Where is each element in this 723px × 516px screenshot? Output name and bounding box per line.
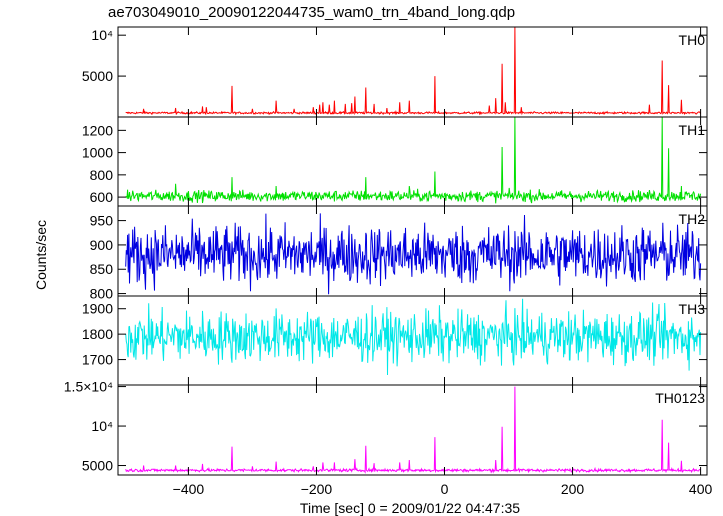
y-tick-label: 10⁴	[91, 27, 113, 43]
y-tick-label: 1.5×10⁴	[64, 379, 113, 395]
x-tick-label: 400	[689, 481, 713, 497]
panel-th1: 600 800 1000 1200 TH1	[82, 116, 708, 207]
x-tick-label: 200	[561, 481, 585, 497]
panel-th3: 1700 1800 1900 TH3	[82, 295, 708, 386]
y-tick-label: 950	[90, 213, 114, 229]
panel-frame	[117, 26, 708, 118]
panel-label-th0: TH0	[679, 32, 706, 48]
panel-frame	[117, 384, 708, 476]
series-line-th0	[125, 26, 702, 116]
x-tick-label: −400	[173, 481, 205, 497]
y-tick-label: 850	[90, 261, 114, 277]
y-tick-label: 600	[90, 189, 114, 205]
y-tick-label: 1800	[82, 326, 113, 342]
y-tick-label: 5000	[82, 458, 113, 474]
y-axis-label: Counts/sec	[33, 220, 49, 290]
y-tick-label: 800	[90, 286, 114, 302]
x-axis-label: Time [sec] 0 = 2009/01/22 04:47:35	[300, 500, 520, 516]
panel-th2: 800 850 900 950 TH2	[90, 205, 708, 302]
y-tick-label: 1900	[82, 301, 113, 317]
series-line-th1	[125, 116, 702, 204]
panel-label-th2: TH2	[679, 211, 706, 227]
y-tick-label: 5000	[82, 68, 113, 84]
series-line-th3	[125, 298, 702, 376]
panel-label-th0123: TH0123	[655, 390, 705, 406]
panel-label-th3: TH3	[679, 301, 706, 317]
y-tick-label: 10⁴	[91, 418, 113, 434]
x-tick-label: −200	[301, 481, 333, 497]
y-tick-label: 1700	[82, 352, 113, 368]
y-tick-label: 1200	[82, 122, 113, 138]
panel-th0123: 5000 10⁴ 1.5×10⁴ TH0123	[64, 379, 708, 476]
y-tick-label: 900	[90, 237, 114, 253]
series-line-th2	[125, 213, 702, 295]
y-tick-label: 1000	[82, 145, 113, 161]
panel-th0: 5000 10⁴ TH0	[82, 26, 708, 118]
y-tick-label: 800	[90, 167, 114, 183]
chart-title: ae703049010_20090122044735_wam0_trn_4ban…	[108, 4, 516, 21]
x-tick-label: 0	[441, 481, 449, 497]
series-line-th0123	[125, 386, 701, 474]
panel-label-th1: TH1	[679, 122, 706, 138]
panel-frame	[117, 116, 708, 207]
